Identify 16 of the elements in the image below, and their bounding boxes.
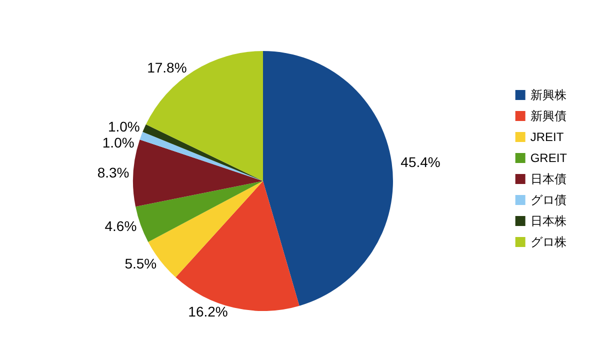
data-label: 5.5% (124, 255, 157, 272)
data-label: 16.2% (188, 304, 228, 320)
data-label: 1.0% (108, 118, 140, 135)
legend-label: グロ株 (530, 235, 566, 249)
data-label: 8.3% (97, 164, 130, 181)
legend-label: JREIT (530, 130, 564, 144)
data-label: 1.0% (102, 134, 134, 151)
legend-label: グロ債 (530, 193, 566, 207)
legend-label: GREIT (530, 151, 568, 165)
data-label: 4.6% (104, 218, 137, 234)
legend-label: 新興株 (530, 88, 566, 102)
data-label: 17.8% (147, 59, 187, 76)
legend-label: 新興債 (530, 109, 566, 123)
legend-label: 日本債 (530, 172, 566, 186)
data-label: 45.4% (400, 154, 440, 170)
legend-label: 日本株 (530, 214, 566, 228)
